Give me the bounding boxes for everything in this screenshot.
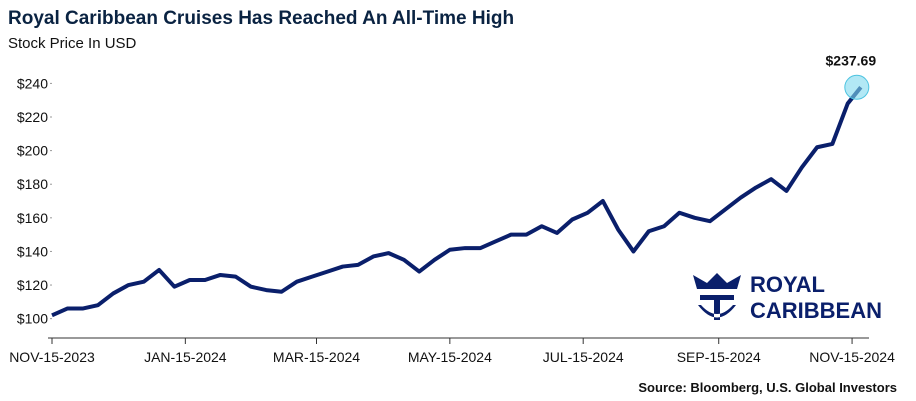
y-tick-label: $200: [17, 143, 48, 159]
y-tick-label: $140: [17, 243, 48, 259]
source: Source: Bloomberg, U.S. Global Investors: [638, 380, 897, 395]
x-tick-label: MAR-15-2024: [273, 349, 360, 365]
chart-title: Royal Caribbean Cruises Has Reached An A…: [8, 8, 514, 29]
x-tick-label: NOV-15-2023: [9, 349, 95, 365]
x-tick-label: SEP-15-2024: [677, 349, 761, 365]
x-tick-label: JUL-15-2024: [543, 349, 624, 365]
y-tick-label: $100: [17, 311, 48, 327]
logo: ROYAL CARIBBEAN: [693, 272, 882, 323]
logo-text: ROYAL: [750, 272, 825, 297]
highlight: [844, 74, 870, 100]
logo-text: CARIBBEAN: [750, 298, 882, 323]
chart-subtitle: Stock Price In USD: [8, 35, 137, 52]
y-tick-label: $160: [17, 210, 48, 226]
logo-icon: [693, 273, 741, 320]
line: [51, 86, 863, 318]
x-tick-label: MAY-15-2024: [408, 349, 492, 365]
y-tick-label: $180: [17, 176, 48, 192]
x-tick-label: NOV-15-2024: [809, 349, 895, 365]
x-tick-label: JAN-15-2024: [144, 349, 227, 365]
y-tick-label: $240: [17, 75, 48, 91]
y-tick-label: $220: [17, 109, 48, 125]
value-label: $237.69: [826, 52, 877, 68]
y-tick-label: $120: [17, 277, 48, 293]
